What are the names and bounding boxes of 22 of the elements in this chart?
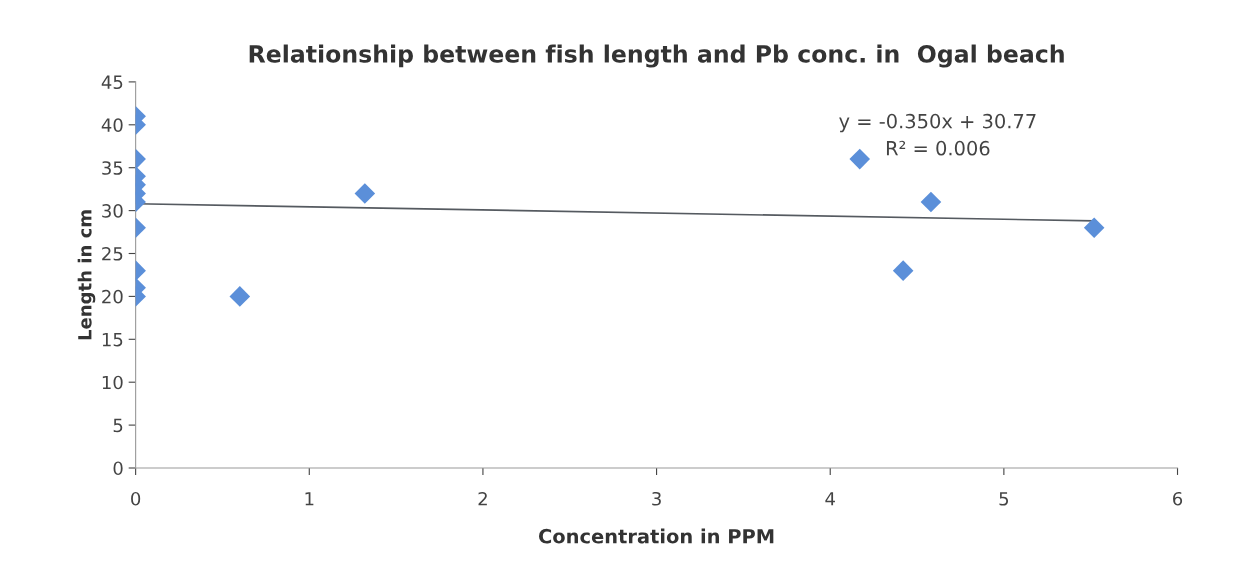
y-tick-label: 5 (113, 418, 123, 433)
y-tick-label: 15 (102, 333, 123, 347)
y-tick-label: 20 (102, 289, 123, 304)
y-tick-label: 25 (102, 246, 123, 261)
y-tick-label: 40 (101, 118, 123, 132)
annotation: y = -0.350x + 30.77 (839, 113, 1036, 133)
y-tick-label: 45 (101, 75, 123, 90)
x-tick-label: 2 (478, 491, 487, 506)
x-tick-label: 3 (652, 491, 661, 506)
y-tick-label: 35 (102, 161, 123, 175)
y-tick-label: 0 (113, 461, 123, 476)
x-tick-label: 1 (305, 492, 314, 506)
annotation: R² = 0.006 (886, 140, 990, 156)
x-tick-label: 6 (1173, 491, 1183, 506)
x-axis-title: Concentration in PPM (538, 528, 774, 544)
x-tick-label: 4 (825, 492, 835, 506)
x-tick-label: 5 (999, 492, 1009, 506)
x-tick-label: 0 (131, 491, 141, 506)
y-tick-label: 10 (102, 375, 123, 390)
y-axis-title: Length in cm (77, 210, 96, 340)
y-tick-label: 30 (102, 204, 123, 218)
chart-title: Relationship between fish length and Pb conc. in Ogal beach (249, 44, 1064, 68)
